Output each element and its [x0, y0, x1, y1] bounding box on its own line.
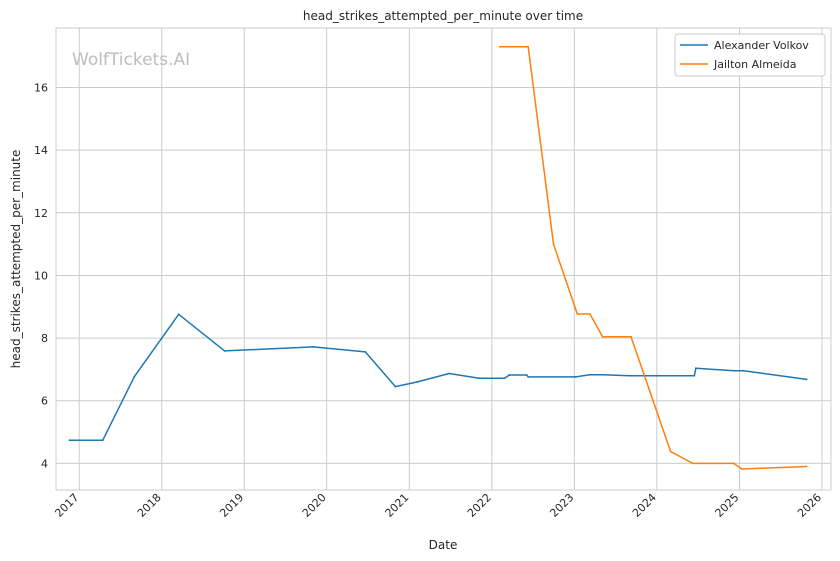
data-point-alexander-volkov — [694, 367, 697, 370]
x-tick-label: 2020 — [300, 491, 329, 520]
data-point-alexander-volkov — [508, 374, 511, 376]
x-axis-ticks: 2017 2018 2019 2020 2021 2022 2023 2024 2025 2026 — [52, 491, 824, 520]
series-layer — [68, 45, 808, 470]
data-point-alexander-volkov — [805, 378, 808, 381]
x-axis-label: Date — [429, 538, 458, 552]
data-point-alexander-volkov — [742, 369, 745, 372]
plot-area-frame — [55, 27, 832, 491]
x-tick-label: 2026 — [795, 491, 824, 520]
legend-label-jailton-almeida: Jailton Almeida — [713, 58, 796, 71]
data-point-alexander-volkov — [448, 372, 451, 375]
data-point-alexander-volkov — [693, 374, 696, 377]
y-tick-label: 14 — [34, 144, 48, 157]
data-point-alexander-volkov — [364, 350, 367, 353]
x-tick-label: 2024 — [630, 491, 659, 520]
data-point-jailton-almeida — [589, 313, 591, 315]
x-tick-label: 2025 — [713, 491, 742, 520]
legend-label-alexander-volkov: Alexander Volkov — [714, 39, 809, 52]
data-point-jailton-almeida — [527, 45, 530, 48]
data-point-alexander-volkov — [133, 375, 136, 378]
legend-box — [674, 33, 826, 77]
data-point-alexander-volkov — [525, 374, 528, 376]
data-point-jailton-almeida — [732, 462, 735, 465]
data-point-alexander-volkov — [223, 350, 226, 352]
data-point-alexander-volkov — [628, 374, 631, 377]
chart-title: head_strikes_attempted_per_minute over t… — [303, 9, 583, 23]
y-axis-label: head_strikes_attempted_per_minute — [9, 150, 23, 369]
data-point-alexander-volkov — [601, 373, 604, 376]
data-point-alexander-volkov — [574, 376, 577, 378]
data-point-alexander-volkov — [657, 374, 659, 377]
data-point-alexander-volkov — [177, 313, 180, 316]
data-point-alexander-volkov — [68, 439, 71, 442]
series-line-jailton-almeida — [499, 46, 808, 470]
x-tick-label: 2017 — [52, 491, 81, 520]
data-point-jailton-almeida — [552, 243, 555, 246]
x-tick-label: 2019 — [217, 491, 246, 520]
x-tick-label: 2023 — [547, 491, 576, 520]
data-point-jailton-almeida — [601, 335, 604, 338]
x-gridlines — [78, 28, 823, 490]
data-point-alexander-volkov — [503, 377, 506, 380]
data-point-jailton-almeida — [498, 45, 501, 48]
x-tick-label: 2021 — [383, 491, 412, 520]
data-point-alexander-volkov — [732, 369, 735, 372]
series-line-alexander-volkov — [68, 313, 808, 441]
y-tick-label: 8 — [41, 332, 48, 345]
x-tick-label: 2022 — [465, 491, 494, 520]
data-point-jailton-almeida — [805, 465, 808, 468]
y-tick-label: 10 — [34, 269, 48, 282]
data-point-jailton-almeida — [669, 450, 672, 453]
x-tick-label: 2018 — [135, 491, 164, 520]
data-point-alexander-volkov — [101, 439, 104, 442]
y-tick-label: 6 — [41, 395, 48, 408]
y-tick-label: 16 — [34, 82, 48, 95]
data-point-jailton-almeida — [740, 468, 743, 470]
y-axis-ticks: 4 6 8 10 12 14 16 — [34, 82, 48, 471]
data-point-jailton-almeida — [576, 313, 579, 315]
data-point-alexander-volkov — [589, 373, 591, 376]
y-gridlines — [56, 87, 831, 464]
data-point-alexander-volkov — [394, 385, 397, 388]
y-tick-label: 12 — [34, 207, 48, 220]
y-tick-label: 4 — [41, 457, 48, 470]
data-point-alexander-volkov — [416, 381, 419, 383]
watermark-text: WolfTickets.AI — [72, 50, 190, 70]
data-point-jailton-almeida — [630, 335, 632, 338]
data-point-alexander-volkov — [312, 345, 315, 348]
data-point-alexander-volkov — [478, 377, 481, 380]
data-point-jailton-almeida — [691, 462, 694, 465]
legend: Alexander Volkov Jailton Almeida — [674, 33, 826, 77]
data-point-alexander-volkov — [527, 376, 530, 378]
